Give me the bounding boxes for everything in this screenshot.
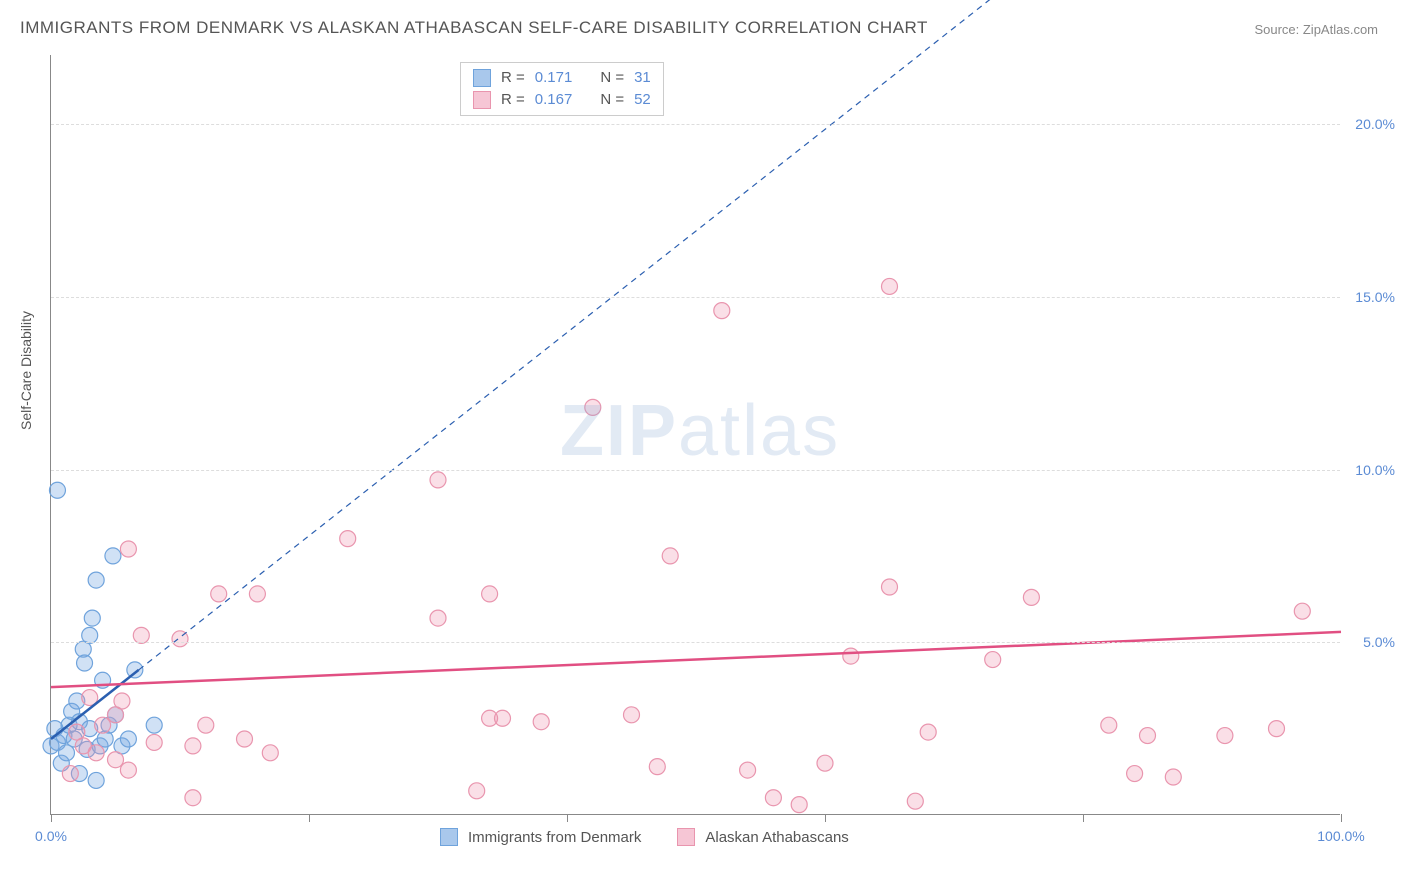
y-axis-title: Self-Care Disability — [18, 311, 34, 430]
data-point — [1140, 728, 1156, 744]
gridline — [51, 642, 1340, 643]
x-tick — [309, 814, 310, 822]
legend-swatch — [473, 69, 491, 87]
source-label: Source: ZipAtlas.com — [1254, 22, 1378, 37]
legend-n-value: 31 — [634, 67, 651, 89]
data-point — [185, 790, 201, 806]
data-point — [495, 710, 511, 726]
data-point — [1269, 721, 1285, 737]
legend-r-value: 0.171 — [535, 67, 573, 89]
trend-line — [51, 632, 1341, 687]
y-tick-label: 10.0% — [1355, 462, 1395, 478]
y-tick-label: 15.0% — [1355, 289, 1395, 305]
data-point — [211, 586, 227, 602]
data-point — [88, 745, 104, 761]
y-tick-label: 5.0% — [1363, 634, 1395, 650]
legend-n-label: N = — [600, 67, 624, 89]
data-point — [1165, 769, 1181, 785]
data-point — [340, 531, 356, 547]
data-point — [882, 278, 898, 294]
data-point — [62, 766, 78, 782]
legend-n-label: N = — [600, 89, 624, 111]
data-point — [533, 714, 549, 730]
data-point — [882, 579, 898, 595]
legend-swatch — [440, 828, 458, 846]
data-point — [84, 610, 100, 626]
y-tick-label: 20.0% — [1355, 116, 1395, 132]
data-point — [843, 648, 859, 664]
legend-n-value: 52 — [634, 89, 651, 111]
data-point — [49, 482, 65, 498]
data-point — [262, 745, 278, 761]
data-point — [185, 738, 201, 754]
legend-r-label: R = — [501, 67, 525, 89]
gridline — [51, 470, 1340, 471]
data-point — [430, 472, 446, 488]
scatter-svg — [51, 55, 1340, 814]
data-point — [114, 693, 130, 709]
data-point — [82, 627, 98, 643]
data-point — [198, 717, 214, 733]
data-point — [1023, 589, 1039, 605]
data-point — [1217, 728, 1233, 744]
data-point — [1101, 717, 1117, 733]
data-point — [237, 731, 253, 747]
legend-series: Immigrants from Denmark Alaskan Athabasca… — [440, 828, 849, 846]
gridline — [51, 297, 1340, 298]
data-point — [105, 548, 121, 564]
data-point — [133, 627, 149, 643]
legend-swatch — [473, 91, 491, 109]
x-tick-label: 0.0% — [35, 828, 67, 844]
data-point — [1294, 603, 1310, 619]
legend-swatch — [677, 828, 695, 846]
data-point — [88, 572, 104, 588]
data-point — [120, 762, 136, 778]
data-point — [146, 734, 162, 750]
data-point — [1127, 766, 1143, 782]
legend-statistics: R = 0.171 N = 31 R = 0.167 N = 52 — [460, 62, 664, 116]
data-point — [907, 793, 923, 809]
data-point — [817, 755, 833, 771]
x-tick — [1083, 814, 1084, 822]
gridline — [51, 124, 1340, 125]
x-tick — [51, 814, 52, 822]
data-point — [791, 797, 807, 813]
data-point — [77, 655, 93, 671]
data-point — [740, 762, 756, 778]
data-point — [920, 724, 936, 740]
data-point — [624, 707, 640, 723]
data-point — [120, 541, 136, 557]
x-tick-label: 100.0% — [1317, 828, 1364, 844]
data-point — [88, 772, 104, 788]
x-tick — [567, 814, 568, 822]
legend-item: Alaskan Athabascans — [677, 828, 848, 846]
data-point — [120, 731, 136, 747]
data-point — [482, 586, 498, 602]
data-point — [649, 759, 665, 775]
legend-stat-row: R = 0.167 N = 52 — [473, 89, 651, 111]
legend-item: Immigrants from Denmark — [440, 828, 641, 846]
x-tick — [1341, 814, 1342, 822]
plot-area: 5.0%10.0%15.0%20.0%0.0%100.0% — [50, 55, 1340, 815]
data-point — [469, 783, 485, 799]
legend-label: Alaskan Athabascans — [705, 829, 848, 846]
data-point — [108, 752, 124, 768]
chart-title: IMMIGRANTS FROM DENMARK VS ALASKAN ATHAB… — [20, 18, 928, 38]
data-point — [765, 790, 781, 806]
legend-stat-row: R = 0.171 N = 31 — [473, 67, 651, 89]
data-point — [985, 652, 1001, 668]
data-point — [95, 717, 111, 733]
data-point — [585, 399, 601, 415]
data-point — [249, 586, 265, 602]
x-tick — [825, 814, 826, 822]
data-point — [146, 717, 162, 733]
data-point — [662, 548, 678, 564]
legend-r-label: R = — [501, 89, 525, 111]
data-point — [430, 610, 446, 626]
legend-label: Immigrants from Denmark — [468, 829, 641, 846]
data-point — [127, 662, 143, 678]
legend-r-value: 0.167 — [535, 89, 573, 111]
data-point — [714, 303, 730, 319]
trend-line-extrapolated — [139, 0, 1341, 670]
